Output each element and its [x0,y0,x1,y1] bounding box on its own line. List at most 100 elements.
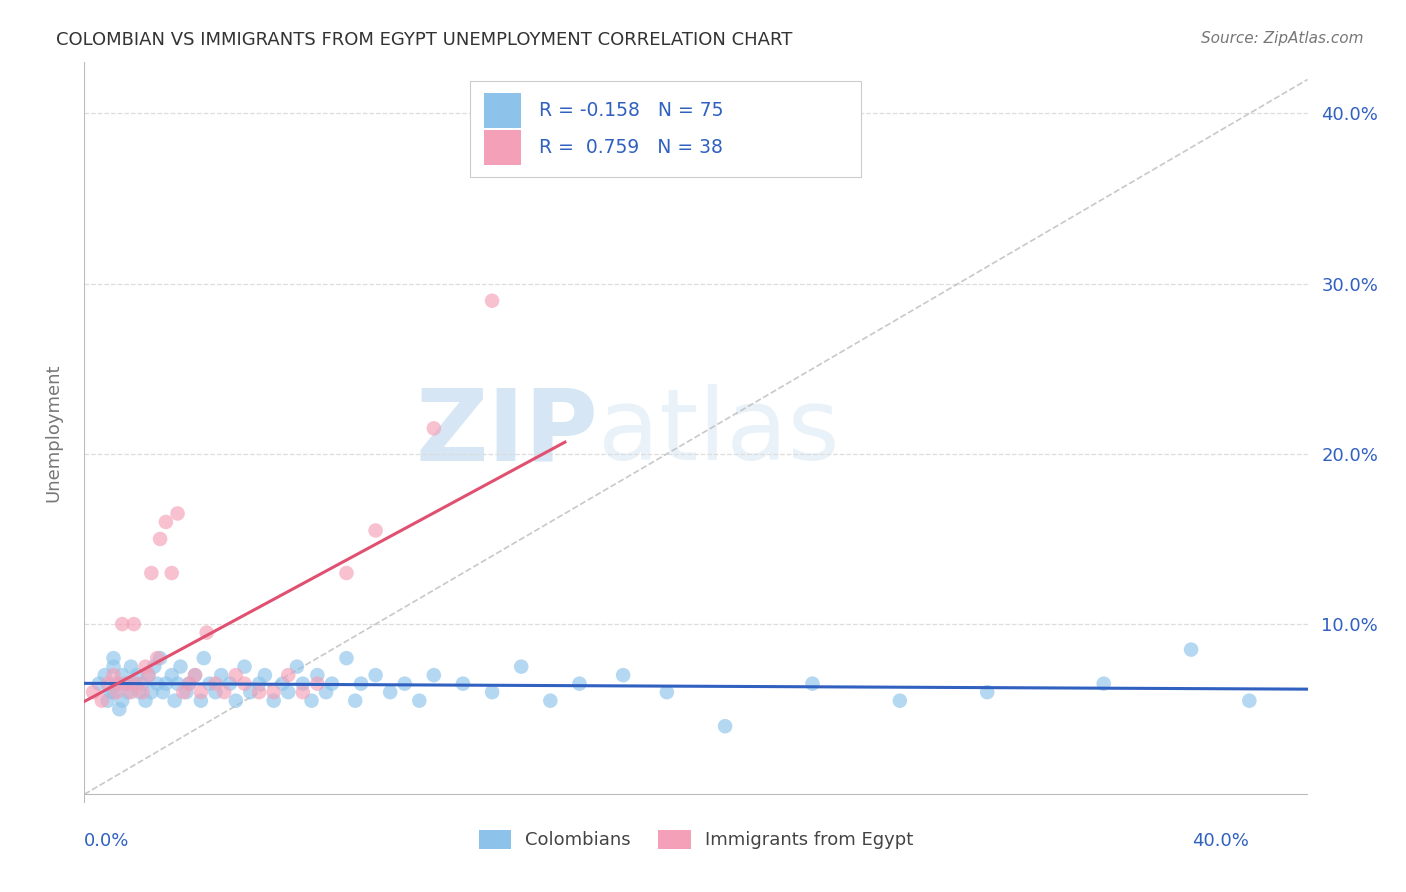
Point [163,694,186,708]
Point [655,685,678,699]
Text: 40.0%: 40.0% [1192,831,1250,850]
Point [801,676,824,690]
Point [263,694,285,708]
Point [128,685,150,699]
Point [204,685,226,699]
Point [225,668,247,682]
Point [291,676,314,690]
Point [277,668,299,682]
Point [889,694,911,708]
Point [111,694,134,708]
Point [350,676,373,690]
Point [219,676,242,690]
Point [131,676,153,690]
Point [120,659,142,673]
Point [146,651,169,665]
Point [380,685,402,699]
Point [225,694,247,708]
Point [155,515,177,529]
Legend: Colombians, Immigrants from Egypt: Colombians, Immigrants from Egypt [471,823,921,856]
Point [105,676,128,690]
Point [510,659,533,673]
Point [184,668,207,682]
Point [97,694,120,708]
Point [1092,676,1115,690]
Point [97,676,120,690]
Point [166,676,188,690]
Point [364,524,387,538]
Point [423,668,446,682]
Text: Unemployment: Unemployment [45,363,63,502]
Bar [484,93,522,128]
Point [233,659,256,673]
Point [204,676,226,690]
Point [612,668,634,682]
Point [125,668,148,682]
Point [100,685,122,699]
Point [138,668,160,682]
Point [166,507,188,521]
Point [122,617,145,632]
Point [155,676,177,690]
Point [394,676,416,690]
Point [117,685,139,699]
Point [315,685,337,699]
Point [90,694,112,708]
Point [263,685,285,699]
Text: Source: ZipAtlas.com: Source: ZipAtlas.com [1201,31,1364,46]
Point [1180,642,1202,657]
Point [301,694,323,708]
Point [277,685,299,699]
Point [149,532,172,546]
Bar [484,130,522,165]
Point [285,659,308,673]
Point [190,694,212,708]
Point [364,668,387,682]
Point [291,685,314,699]
Point [538,694,561,708]
FancyBboxPatch shape [470,81,860,178]
Point [120,685,142,699]
Point [160,566,183,580]
Point [193,651,215,665]
Point [1239,694,1261,708]
Point [111,668,134,682]
Point [976,685,998,699]
Point [131,685,153,699]
Point [122,676,145,690]
Point [408,694,430,708]
Point [149,651,172,665]
Point [141,685,163,699]
Point [143,659,166,673]
Point [179,676,201,690]
Point [190,685,212,699]
Point [209,668,232,682]
Point [247,676,270,690]
Point [103,651,125,665]
Point [179,676,201,690]
Point [103,685,125,699]
Point [212,685,235,699]
Point [253,668,276,682]
Point [423,421,446,435]
Point [568,676,591,690]
Point [117,676,139,690]
Point [87,676,110,690]
Point [103,659,125,673]
Point [198,676,221,690]
Point [344,694,367,708]
Point [481,685,503,699]
Point [714,719,737,733]
Point [271,676,294,690]
Point [172,685,194,699]
Point [451,676,474,690]
Text: 0.0%: 0.0% [84,831,129,850]
Point [111,617,134,632]
Point [141,566,163,580]
Point [239,685,262,699]
Point [184,668,207,682]
Point [125,676,148,690]
Point [108,702,131,716]
Point [103,668,125,682]
Point [321,676,343,690]
